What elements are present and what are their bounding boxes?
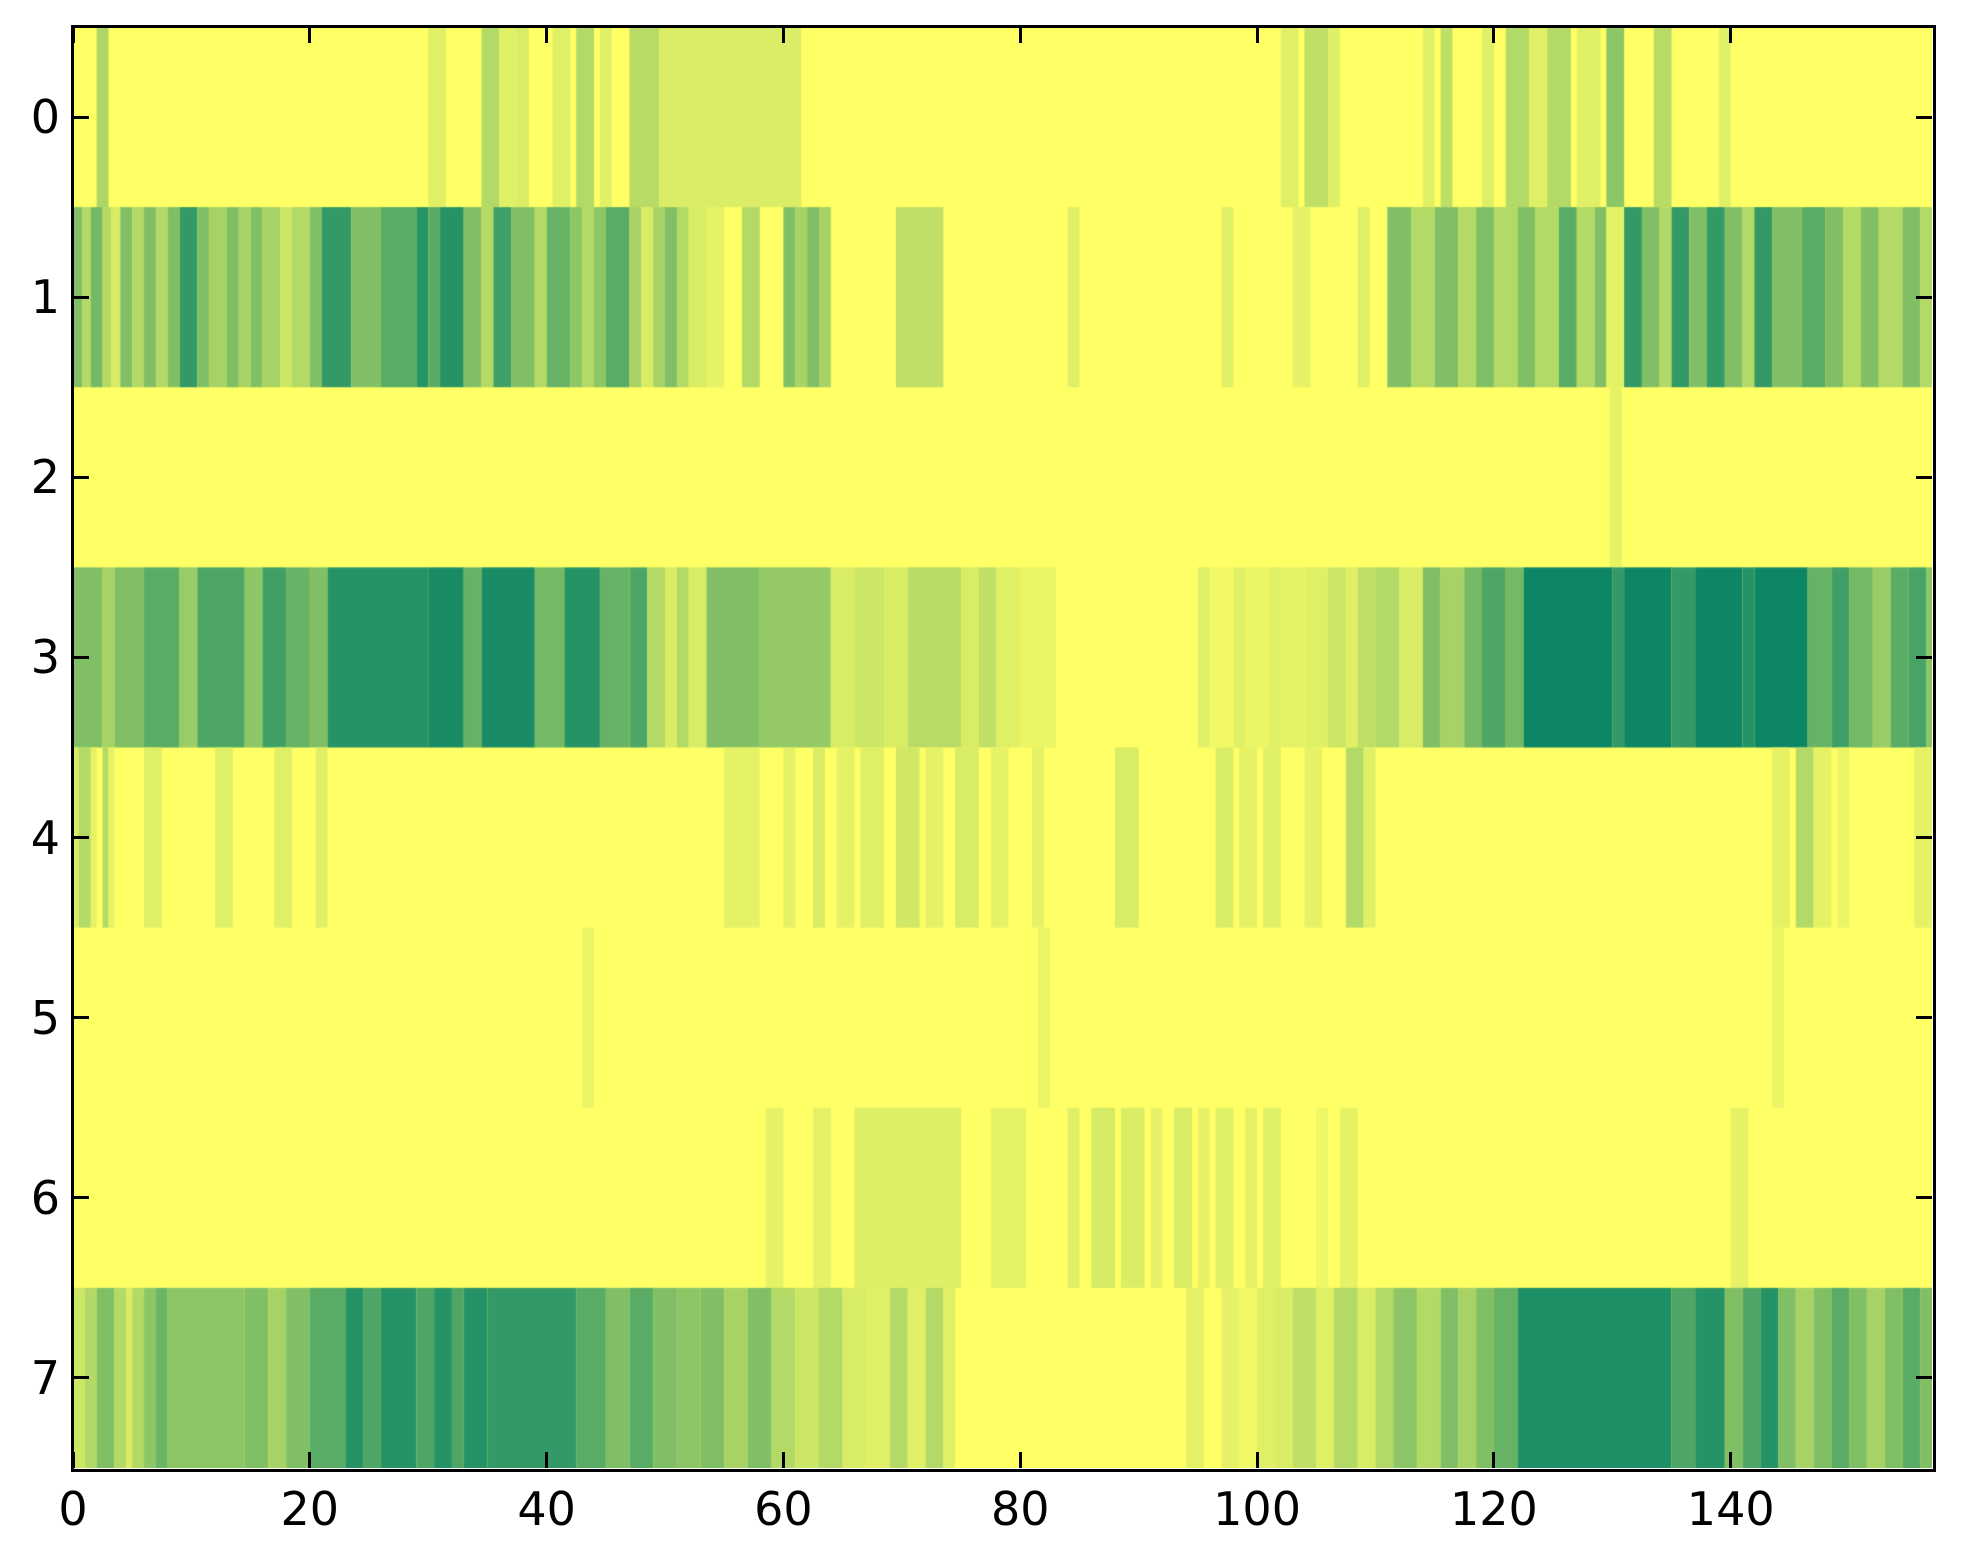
x-tick-label: 120 [1449, 1482, 1538, 1536]
y-tick-label: 3 [30, 630, 60, 685]
heatmap-canvas [73, 27, 1932, 1468]
x-tick-label: 40 [517, 1482, 576, 1536]
x-tick-label: 0 [58, 1482, 88, 1536]
plot-area [71, 25, 1936, 1472]
y-tick-label: 1 [30, 270, 60, 325]
x-tick-label: 20 [280, 1482, 340, 1536]
y-tick-label: 6 [30, 1170, 60, 1225]
x-tick-label: 80 [990, 1482, 1050, 1536]
y-tick-label: 7 [30, 1350, 60, 1405]
x-tick-label: 60 [754, 1482, 813, 1536]
y-tick-label: 2 [30, 450, 60, 505]
x-tick-label: 100 [1213, 1482, 1301, 1536]
y-tick-label: 4 [30, 810, 60, 865]
y-tick-label: 5 [30, 990, 60, 1045]
x-tick-label: 140 [1686, 1482, 1775, 1536]
y-tick-label: 0 [30, 90, 60, 145]
